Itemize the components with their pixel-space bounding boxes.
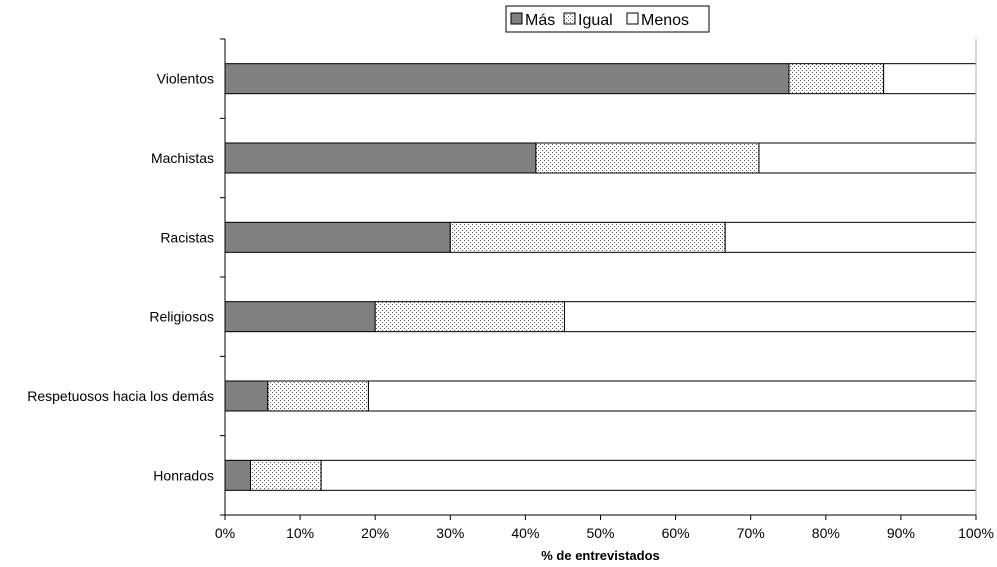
bar-honrados-igual bbox=[250, 459, 322, 491]
bar-violentos-igual bbox=[788, 63, 885, 95]
legend-label-menos: Menos bbox=[641, 12, 689, 29]
y-tick-label-religiosos: Religiosos bbox=[149, 309, 214, 325]
x-tick-label: 90% bbox=[887, 525, 915, 541]
bar-machistas-igual bbox=[535, 142, 760, 174]
legend-swatch-menos bbox=[626, 12, 639, 25]
legend: Más Igual Menos bbox=[505, 5, 710, 33]
bar-racistas-menos bbox=[724, 221, 977, 253]
bar-respetuosos-hacia-los-demas-mas bbox=[224, 380, 269, 412]
legend-label-mas: Más bbox=[525, 12, 555, 29]
bar-respetuosos-hacia-los-demas-igual bbox=[267, 380, 369, 412]
x-tick-label: 60% bbox=[662, 525, 690, 541]
x-axis-title: % de entrevistados bbox=[541, 548, 660, 563]
y-tick-label-honrados: Honrados bbox=[153, 467, 214, 483]
bar-religiosos-mas bbox=[224, 301, 376, 333]
bar-machistas-mas bbox=[224, 142, 537, 174]
x-tick-label: 70% bbox=[737, 525, 765, 541]
legend-swatch-mas bbox=[510, 12, 523, 25]
x-tick-label: 100% bbox=[958, 525, 994, 541]
y-tick-label-violentos: Violentos bbox=[157, 71, 214, 87]
x-tick-label: 30% bbox=[436, 525, 464, 541]
legend-swatch-igual bbox=[563, 12, 576, 25]
x-tick-label: 40% bbox=[511, 525, 539, 541]
bar-religiosos-igual bbox=[374, 301, 565, 333]
bar-violentos-menos bbox=[883, 63, 977, 95]
bar-violentos-mas bbox=[224, 63, 790, 95]
bars-layer: Violentos Machistas Racistas Religiosos Resp… bbox=[27, 63, 977, 491]
bar-honrados-mas bbox=[224, 459, 252, 491]
y-tick-label-racistas: Racistas bbox=[160, 229, 214, 245]
bar-racistas-mas bbox=[224, 221, 451, 253]
bar-honrados-menos bbox=[320, 459, 977, 491]
legend-box bbox=[505, 5, 710, 33]
y-tick-label-respetuosos-hacia-los-demas: Respetuosos hacia los demás bbox=[27, 388, 214, 404]
bar-machistas-menos bbox=[758, 142, 977, 174]
x-tick-label: 80% bbox=[812, 525, 840, 541]
x-tick-label: 20% bbox=[361, 525, 389, 541]
bar-racistas-igual bbox=[449, 221, 726, 253]
legend-label-igual: Igual bbox=[578, 12, 613, 29]
x-tick-label: 0% bbox=[215, 525, 235, 541]
x-tick-label: 50% bbox=[586, 525, 614, 541]
bar-religiosos-menos bbox=[563, 301, 977, 333]
bar-respetuosos-hacia-los-demas-menos bbox=[367, 380, 977, 412]
y-tick-label-machistas: Machistas bbox=[151, 150, 214, 166]
axes-layer: 0% 10% 20% 30% 40% 50% 60% 70% 80% 90% 100% bbox=[215, 38, 994, 541]
x-tick-label: 10% bbox=[286, 525, 314, 541]
